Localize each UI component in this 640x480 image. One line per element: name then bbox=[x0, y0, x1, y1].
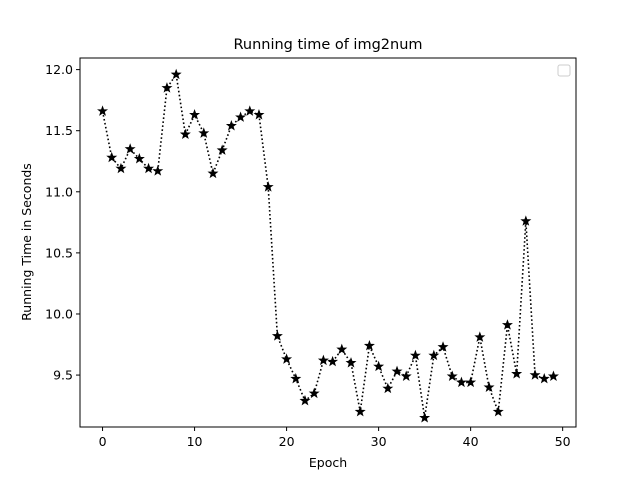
chart-title: Running time of img2num bbox=[233, 37, 422, 53]
data-point-star bbox=[483, 381, 495, 392]
data-point-star bbox=[391, 365, 403, 377]
x-tick-label: 50 bbox=[555, 434, 571, 449]
data-point-star bbox=[244, 105, 256, 116]
legend-box bbox=[557, 64, 571, 77]
data-point-star bbox=[382, 382, 394, 394]
data-point-star bbox=[143, 162, 155, 174]
data-point-star bbox=[446, 370, 458, 381]
data-point-star bbox=[529, 369, 541, 380]
y-tick-label: 12.0 bbox=[45, 62, 73, 77]
data-point-star bbox=[336, 343, 348, 355]
y-tick-label: 10.0 bbox=[45, 306, 73, 321]
data-point-star bbox=[170, 68, 182, 80]
data-point-star bbox=[373, 360, 385, 372]
axes-frame bbox=[79, 57, 577, 428]
y-tick-label: 9.5 bbox=[53, 368, 73, 383]
data-point-star bbox=[308, 387, 320, 399]
y-tick-label: 11.5 bbox=[45, 123, 73, 138]
data-point-star bbox=[511, 368, 523, 379]
data-point-star bbox=[189, 109, 201, 120]
data-point-star bbox=[317, 354, 329, 366]
x-axis-label: Epoch bbox=[309, 455, 347, 470]
data-point-star bbox=[198, 127, 210, 138]
data-point-star bbox=[437, 341, 449, 352]
data-point-star bbox=[133, 153, 145, 164]
data-point-star bbox=[225, 120, 237, 131]
x-tick-label: 0 bbox=[99, 434, 107, 449]
x-tick-label: 30 bbox=[371, 434, 387, 449]
y-axis-label: Running Time in Seconds bbox=[19, 163, 34, 321]
x-tick-label: 10 bbox=[187, 434, 203, 449]
data-point-star bbox=[124, 143, 136, 154]
data-point-star bbox=[345, 357, 357, 368]
data-point-star bbox=[354, 405, 366, 417]
data-point-star bbox=[501, 319, 513, 330]
data-point-star bbox=[409, 349, 421, 361]
data-point-star bbox=[465, 376, 477, 388]
data-point-star bbox=[207, 167, 219, 179]
data-point-star bbox=[290, 372, 302, 384]
data-point-star bbox=[179, 128, 191, 140]
data-point-star bbox=[115, 162, 127, 174]
data-point-star bbox=[152, 165, 164, 176]
data-point-star bbox=[106, 151, 118, 163]
data-point-star bbox=[547, 370, 559, 381]
data-point-star bbox=[538, 372, 550, 384]
data-point-star bbox=[97, 105, 109, 116]
x-tick-label: 40 bbox=[463, 434, 479, 449]
data-point-star bbox=[474, 331, 486, 342]
data-point-star bbox=[262, 181, 274, 192]
data-point-star bbox=[455, 376, 467, 388]
data-point-star bbox=[253, 109, 265, 120]
data-point-star bbox=[216, 144, 228, 155]
data-point-star bbox=[281, 353, 293, 364]
data-point-star bbox=[235, 111, 247, 122]
data-point-star bbox=[400, 370, 412, 381]
data-point-star bbox=[428, 349, 440, 361]
data-point-star bbox=[492, 405, 504, 417]
plot-area: 0 10 20 30 40 50 9.5 10.0 10.5 11.0 11.5 12.0 bbox=[45, 57, 577, 449]
data-point-star bbox=[520, 215, 532, 226]
data-point-star bbox=[419, 412, 431, 423]
data-point-star bbox=[363, 339, 375, 351]
data-point-star bbox=[161, 82, 173, 93]
x-tick-label: 20 bbox=[279, 434, 295, 449]
data-point-star bbox=[271, 330, 283, 341]
data-point-star bbox=[327, 355, 339, 367]
data-point-star bbox=[299, 394, 311, 406]
y-tick-label: 10.5 bbox=[45, 245, 73, 260]
y-tick-label: 11.0 bbox=[45, 184, 73, 199]
